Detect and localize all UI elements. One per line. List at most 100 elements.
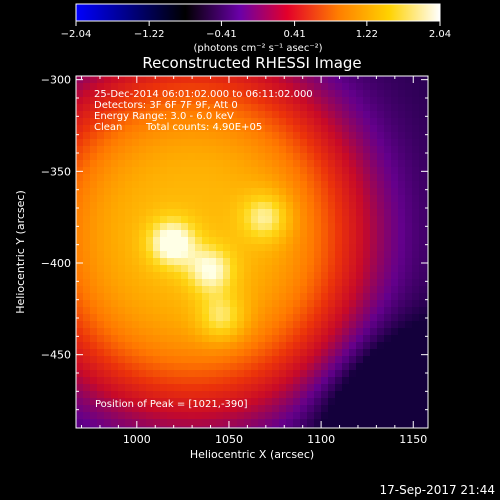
heatmap-pixel — [279, 279, 287, 287]
heatmap-pixel — [202, 111, 210, 119]
heatmap-pixel — [223, 125, 231, 133]
heatmap-pixel — [167, 90, 175, 98]
heatmap-pixel — [321, 405, 329, 413]
heatmap-pixel — [300, 139, 308, 147]
heatmap-pixel — [111, 146, 119, 154]
heatmap-pixel — [377, 412, 385, 420]
heatmap-pixel — [230, 307, 238, 315]
heatmap-pixel — [251, 139, 259, 147]
heatmap-pixel — [76, 412, 84, 420]
heatmap-pixel — [223, 139, 231, 147]
heatmap-pixel — [202, 174, 210, 182]
heatmap-pixel — [293, 167, 301, 175]
heatmap-pixel — [391, 384, 399, 392]
heatmap-pixel — [258, 349, 266, 357]
heatmap-pixel — [328, 335, 336, 343]
heatmap-pixel — [412, 377, 420, 385]
heatmap-pixel — [104, 363, 112, 371]
heatmap-pixel — [426, 272, 428, 280]
heatmap-pixel — [146, 391, 154, 399]
heatmap-pixel — [195, 97, 203, 105]
heatmap-pixel — [412, 384, 420, 392]
heatmap-pixel — [146, 265, 154, 273]
heatmap-pixel — [419, 188, 427, 196]
heatmap-pixel — [160, 104, 168, 112]
heatmap-pixel — [146, 160, 154, 168]
heatmap-pixel — [153, 76, 161, 84]
heatmap-pixel — [300, 83, 308, 91]
heatmap-pixel — [419, 272, 427, 280]
heatmap-pixel — [293, 181, 301, 189]
heatmap-pixel — [384, 97, 392, 105]
heatmap-pixel — [398, 181, 406, 189]
heatmap-pixel — [216, 293, 224, 301]
heatmap-pixel — [188, 118, 196, 126]
heatmap-pixel — [132, 349, 140, 357]
heatmap-pixel — [97, 356, 105, 364]
x-tick-labels: 1000 1050 1100 1150 — [123, 433, 427, 446]
heatmap-pixel — [237, 377, 245, 385]
heatmap-pixel — [377, 160, 385, 168]
heatmap-pixel — [356, 314, 364, 322]
heatmap-pixel — [181, 160, 189, 168]
heatmap-pixel — [160, 356, 168, 364]
heatmap-pixel — [426, 356, 428, 364]
heatmap-pixel — [167, 174, 175, 182]
heatmap-pixel — [335, 265, 343, 273]
heatmap-pixel — [391, 314, 399, 322]
heatmap-pixel — [132, 230, 140, 238]
heatmap-pixel — [391, 335, 399, 343]
heatmap-pixel — [265, 349, 273, 357]
heatmap-pixel — [384, 370, 392, 378]
heatmap-pixel — [118, 188, 126, 196]
heatmap-pixel — [111, 223, 119, 231]
heatmap-pixel — [181, 76, 189, 84]
heatmap-pixel — [111, 349, 119, 357]
heatmap-pixel — [314, 216, 322, 224]
heatmap-pixel — [307, 265, 315, 273]
heatmap-pixel — [321, 279, 329, 287]
heatmap-pixel — [76, 139, 84, 147]
heatmap-pixel — [370, 153, 378, 161]
heatmap-pixel — [412, 265, 420, 273]
heatmap-pixel — [146, 237, 154, 245]
heatmap-pixel — [342, 384, 350, 392]
heatmap-pixel — [356, 321, 364, 329]
heatmap-pixel — [398, 90, 406, 98]
heatmap-pixel — [111, 293, 119, 301]
heatmap-pixel — [398, 426, 406, 428]
heatmap-pixel — [153, 398, 161, 406]
heatmap-pixel — [76, 146, 84, 154]
heatmap-pixel — [167, 181, 175, 189]
heatmap-pixel — [370, 328, 378, 336]
heatmap-pixel — [209, 293, 217, 301]
heatmap-pixel — [167, 370, 175, 378]
heatmap-pixel — [300, 174, 308, 182]
heatmap-pixel — [419, 111, 427, 119]
heatmap-pixel — [426, 195, 428, 203]
heatmap-pixel — [230, 265, 238, 273]
heatmap-pixel — [370, 286, 378, 294]
heatmap-pixel — [209, 223, 217, 231]
heatmap-pixel — [146, 279, 154, 287]
heatmap-pixel — [314, 251, 322, 259]
heatmap-pixel — [90, 209, 98, 217]
heatmap-pixel — [90, 349, 98, 357]
heatmap-pixel — [230, 160, 238, 168]
heatmap-pixel — [251, 167, 259, 175]
heatmap-pixel — [328, 125, 336, 133]
heatmap-pixel — [139, 412, 147, 420]
heatmap-pixel — [419, 426, 427, 428]
heatmap-pixel — [153, 370, 161, 378]
heatmap-pixel — [272, 132, 280, 140]
heatmap-pixel — [83, 237, 91, 245]
heatmap-pixel — [286, 97, 294, 105]
heatmap-pixel — [111, 363, 119, 371]
heatmap-pixel — [237, 188, 245, 196]
heatmap-pixel — [188, 342, 196, 350]
heatmap-pixel — [328, 405, 336, 413]
heatmap-pixel — [83, 153, 91, 161]
heatmap-pixel — [195, 90, 203, 98]
heatmap-pixel — [160, 412, 168, 420]
heatmap-pixel — [426, 111, 428, 119]
